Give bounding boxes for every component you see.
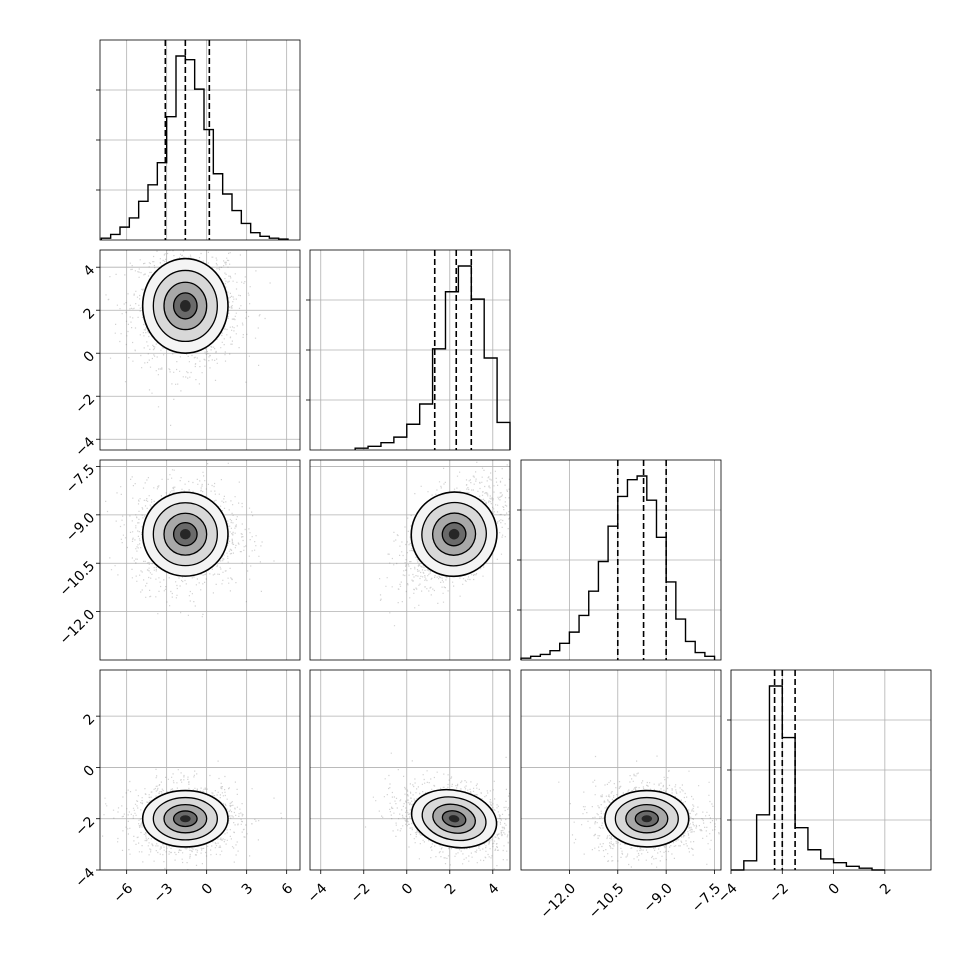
y-tick-label: −7.5 <box>63 461 98 496</box>
x-tick-label: 2 <box>442 880 460 898</box>
x-tick-label: −9.0 <box>641 880 676 915</box>
x-tick-label: 3 <box>239 880 257 898</box>
histogram-panel-2 <box>517 459 722 661</box>
histogram-step <box>520 475 716 660</box>
histogram-panel-0 <box>96 39 301 241</box>
scatter-points <box>558 755 721 868</box>
panel-content <box>521 670 721 870</box>
panel-frame <box>309 669 511 871</box>
density-level <box>180 528 191 540</box>
density-level <box>448 815 460 823</box>
x-tick-label: −3 <box>151 880 177 906</box>
histogram-panel-1 <box>306 249 511 451</box>
y-tick-label: −12.0 <box>57 607 99 649</box>
panel-frame <box>309 459 511 661</box>
density-level <box>641 815 653 823</box>
scatter-points <box>105 462 275 618</box>
y-tick-label: −2 <box>72 391 98 417</box>
panel-content <box>100 460 300 660</box>
y-tick-label: −9.0 <box>63 510 98 545</box>
x-tick-label: 0 <box>199 880 217 898</box>
density-level <box>180 815 191 823</box>
panel-content <box>310 460 510 660</box>
y-tick-label: 0 <box>81 348 99 366</box>
scatter-panel-2-3 <box>520 669 722 871</box>
panel-frame <box>520 669 722 871</box>
panel-content <box>310 670 510 870</box>
x-tick-label: −4 <box>715 880 741 906</box>
x-tick-label: 0 <box>826 880 844 898</box>
y-tick-label: 2 <box>81 305 99 323</box>
x-tick-label: −4 <box>305 880 331 906</box>
y-tick-label: −4 <box>72 865 98 891</box>
scatter-panel-0-2 <box>99 459 301 661</box>
panel-content <box>100 250 300 450</box>
x-tick-label: 0 <box>399 880 417 898</box>
histogram-panel-3 <box>727 669 932 871</box>
panel-frame <box>309 249 511 451</box>
y-tick-label: 2 <box>81 711 99 729</box>
x-tick-label: 4 <box>485 880 503 898</box>
y-tick-label: 0 <box>81 762 99 780</box>
panel-frame <box>99 39 301 241</box>
histogram-step <box>731 685 885 871</box>
y-tick-label: −2 <box>72 814 98 840</box>
histogram-step <box>100 55 289 240</box>
x-tick-label: −2 <box>348 880 374 906</box>
scatter-panel-0-3 <box>99 669 301 871</box>
panel-frame <box>99 459 301 661</box>
panel-frame <box>730 669 932 871</box>
density-level <box>180 300 191 312</box>
density-level <box>448 528 460 540</box>
y-tick-label: −4 <box>72 434 98 460</box>
histogram-step <box>354 265 511 450</box>
x-tick-label: −2 <box>766 880 792 906</box>
y-tick-label: −10.5 <box>57 558 99 600</box>
panel-frame <box>520 459 722 661</box>
x-tick-label: 2 <box>877 880 895 898</box>
scatter-points <box>379 461 510 627</box>
x-tick-label: −10.5 <box>586 880 628 922</box>
panel-content <box>100 670 300 870</box>
x-tick-label: −12.0 <box>537 880 579 922</box>
scatter-panel-1-3 <box>309 669 511 871</box>
x-tick-label: −6 <box>111 880 137 906</box>
scatter-panel-0-1 <box>99 249 301 451</box>
x-tick-label: 6 <box>279 880 297 898</box>
scatter-panel-1-2 <box>309 459 511 661</box>
panel-frame <box>99 669 301 871</box>
y-tick-label: 4 <box>81 262 99 280</box>
panel-frame <box>99 249 301 451</box>
